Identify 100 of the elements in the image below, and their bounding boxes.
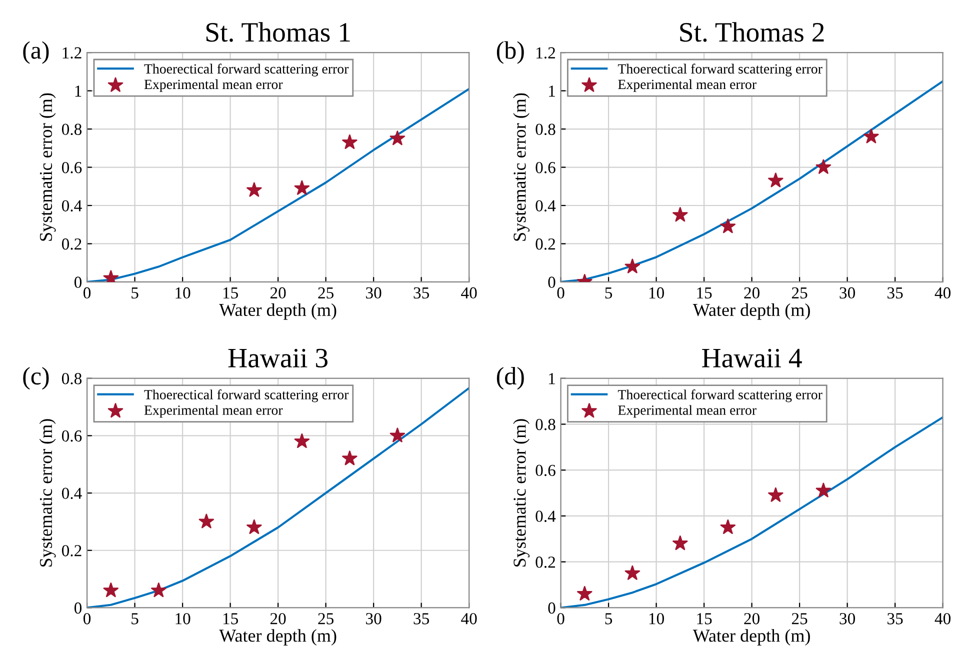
x-axis-title: Water depth (m) xyxy=(692,303,810,320)
y-tick-label: 0.6 xyxy=(62,162,82,174)
y-tick-label: 0 xyxy=(548,276,556,288)
point xyxy=(198,514,214,528)
point xyxy=(720,218,736,234)
y-tick-label: 1.2 xyxy=(536,47,555,59)
point xyxy=(816,159,832,174)
legend-label: Experimental mean error xyxy=(618,405,756,418)
x-tick-label: 10 xyxy=(176,613,190,624)
text: (b) xyxy=(496,41,524,64)
y-tick-label: 0.4 xyxy=(536,200,556,212)
point xyxy=(342,134,358,149)
y-axis-title: Systematic error (m) xyxy=(39,93,56,241)
x-tick-label: 40 xyxy=(934,613,951,624)
chart-title: St. Thomas 1 xyxy=(206,22,350,42)
y-tick-label: 0.6 xyxy=(62,430,82,442)
y-tick-label: 0.2 xyxy=(536,238,555,250)
x-tick-label: 30 xyxy=(366,613,382,624)
y-tick-label: 0 xyxy=(548,602,556,614)
x-tick-label: 0 xyxy=(84,613,91,624)
x-tick-label: 0 xyxy=(557,287,564,299)
x-tick-label: 0 xyxy=(84,287,91,299)
y-tick-label: 1 xyxy=(75,86,82,97)
point xyxy=(390,130,406,146)
legend-label: Thoerectical forward scattering error xyxy=(144,389,349,402)
text: (c) xyxy=(23,366,49,390)
y-axis-title: Systematic error (m) xyxy=(513,419,530,567)
point xyxy=(624,258,640,274)
legend-label: Thoerectical forward scattering error xyxy=(144,64,349,76)
x-tick-label: 25 xyxy=(792,613,808,624)
y-tick-label: 0.2 xyxy=(62,238,82,250)
x-tick-label: 25 xyxy=(318,287,334,299)
point xyxy=(294,180,310,195)
point xyxy=(103,582,119,598)
y-tick-label: 0.6 xyxy=(536,162,556,174)
y-tick-label: 0.8 xyxy=(536,124,556,136)
chart-title: Hawaii 4 xyxy=(702,348,802,368)
chart-title: St. Thomas 2 xyxy=(680,22,824,42)
x-tick-label: 40 xyxy=(461,613,477,624)
x-tick-label: 5 xyxy=(605,613,612,624)
x-tick-label: 20 xyxy=(270,613,286,624)
point xyxy=(342,450,358,466)
y-tick-label: 0.8 xyxy=(62,373,82,384)
x-tick-label: 35 xyxy=(414,613,430,624)
x-axis-title: Water depth (m) xyxy=(692,629,810,646)
x-tick-label: 30 xyxy=(840,613,856,624)
y-tick-label: 0.4 xyxy=(62,488,82,500)
point xyxy=(246,519,262,534)
point xyxy=(624,565,640,580)
point xyxy=(768,172,784,188)
point xyxy=(720,519,736,534)
x-tick-label: 30 xyxy=(840,287,856,299)
x-tick-label: 35 xyxy=(888,613,903,624)
x-tick-label: 5 xyxy=(132,287,138,299)
chart-title: Hawaii 3 xyxy=(228,348,328,368)
y-axis-title: Systematic error (m) xyxy=(513,93,530,241)
point xyxy=(390,428,406,442)
point xyxy=(816,482,832,498)
x-tick-label: 10 xyxy=(649,287,664,299)
point xyxy=(577,586,592,601)
text: (a) xyxy=(23,41,49,64)
y-tick-label: 0.6 xyxy=(536,464,556,476)
y-tick-label: 0.2 xyxy=(62,545,82,556)
point xyxy=(151,582,166,598)
x-tick-label: 20 xyxy=(744,613,760,624)
x-tick-label: 25 xyxy=(318,613,334,624)
x-tick-label: 40 xyxy=(461,287,477,299)
legend-label: Experimental mean error xyxy=(144,405,283,418)
x-tick-label: 20 xyxy=(270,287,286,299)
x-tick-label: 35 xyxy=(888,287,903,299)
x-tick-label: 15 xyxy=(697,613,712,624)
x-tick-label: 25 xyxy=(792,287,808,299)
x-tick-label: 5 xyxy=(132,613,138,624)
x-tick-label: 5 xyxy=(605,287,612,299)
y-tick-label: 1 xyxy=(549,373,555,384)
y-tick-label: 0.4 xyxy=(536,510,556,522)
point xyxy=(672,536,688,550)
y-tick-label: 0.4 xyxy=(62,200,82,212)
x-tick-label: 0 xyxy=(557,613,564,624)
x-tick-label: 30 xyxy=(366,287,382,299)
legend-label: Experimental mean error xyxy=(144,79,283,92)
x-tick-label: 40 xyxy=(934,287,951,299)
y-tick-label: 0.8 xyxy=(62,124,82,136)
y-axis-title: Systematic error (m) xyxy=(39,419,56,567)
y-tick-label: 0.8 xyxy=(536,418,556,430)
x-tick-label: 10 xyxy=(176,287,190,299)
legend-label: Thoerectical forward scattering error xyxy=(618,64,822,76)
legend-label: Experimental mean error xyxy=(618,79,756,92)
x-tick-label: 10 xyxy=(649,613,664,624)
point xyxy=(768,487,784,502)
point xyxy=(672,207,688,222)
y-tick-label: 1 xyxy=(549,86,555,97)
x-tick-label: 15 xyxy=(697,287,712,299)
legend-label: Thoerectical forward scattering error xyxy=(618,389,822,402)
y-tick-label: 1.2 xyxy=(62,47,82,59)
point xyxy=(246,182,262,197)
x-tick-label: 15 xyxy=(223,287,238,299)
x-tick-label: 35 xyxy=(414,287,430,299)
y-tick-label: 0 xyxy=(74,602,82,614)
x-axis-title: Water depth (m) xyxy=(219,303,336,320)
